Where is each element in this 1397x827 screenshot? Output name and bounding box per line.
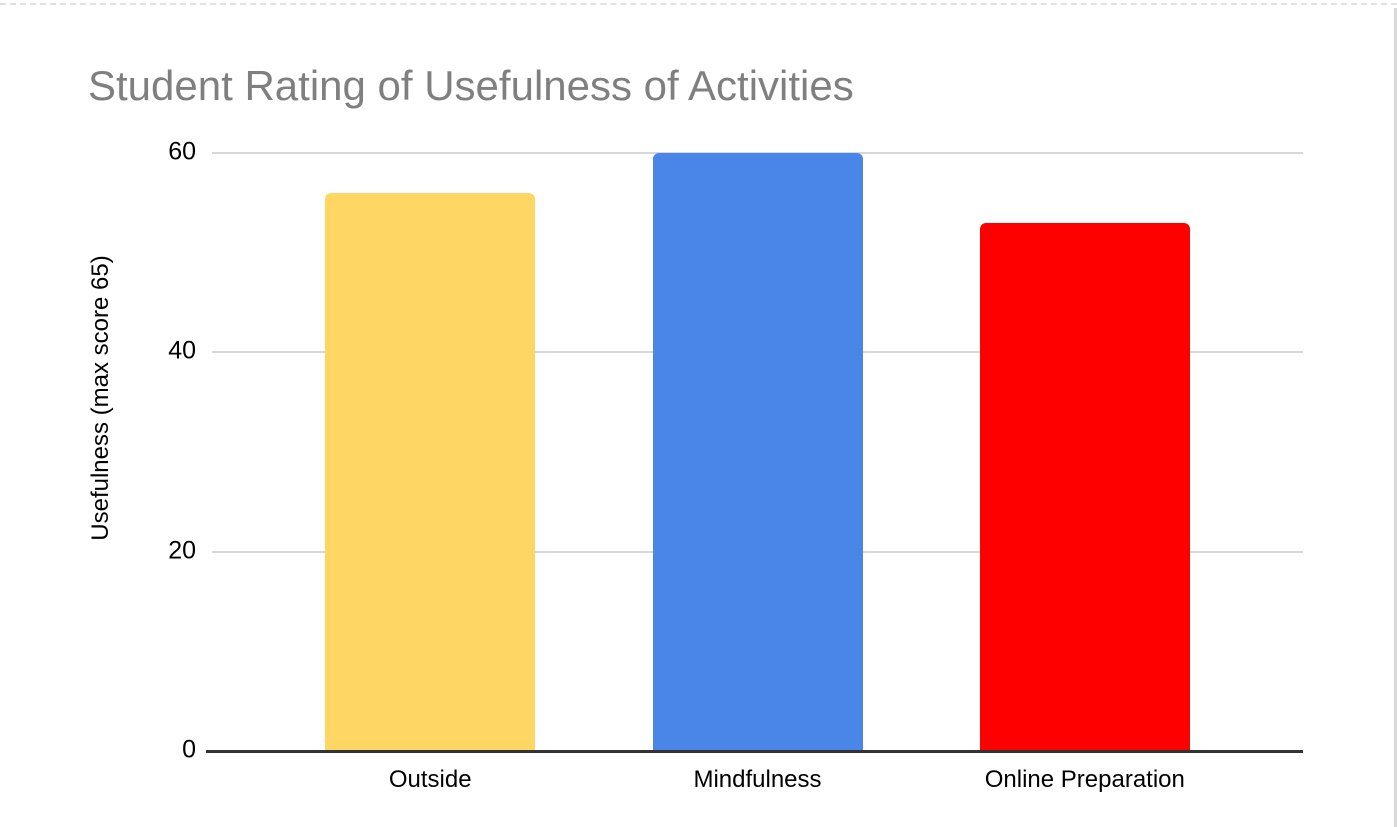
chart-title: Student Rating of Usefulness of Activiti… [88,62,854,109]
y-tick-label-40: 40 [168,336,196,365]
x-tick-label-outside: Outside [388,766,472,793]
y-axis-title: Usefulness (max score 65) [87,255,114,541]
x-tick-label-online-preparation: Online Preparation [984,766,1185,793]
y-tick-label-20: 20 [168,535,196,564]
y-tick-label-60: 60 [168,137,196,166]
x-axis-baseline [206,750,1303,753]
bar-outside [325,192,536,751]
bar-mindfulness [652,153,863,751]
x-tick-label-mindfulness: Mindfulness [693,766,822,793]
page-right-edge [1394,8,1397,827]
y-tick-label-0: 0 [182,735,196,764]
bar-online-preparation [979,222,1190,751]
page-top-boundary [0,3,1397,5]
